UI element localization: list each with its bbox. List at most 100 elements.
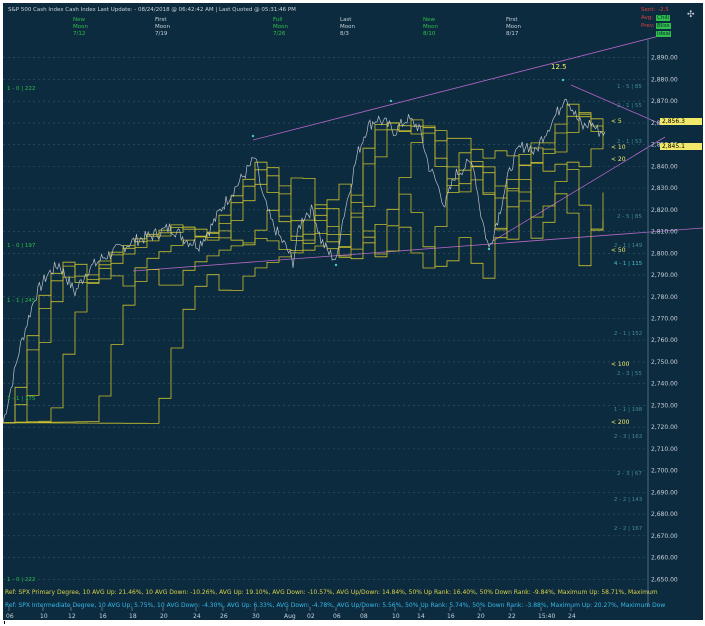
y-tick-label: 2,680.00	[651, 511, 678, 518]
fib-label-right: 2 - 1 | 149	[614, 243, 643, 249]
fib-label-right: 2 - 2 | 143	[614, 497, 643, 503]
price-series-line	[3, 98, 606, 423]
x-tick-label: Aug	[284, 613, 296, 620]
y-tick-label: 2,720.00	[651, 424, 678, 431]
moon-label-4: Moon	[340, 24, 355, 30]
x-tick-label: 02	[307, 613, 315, 620]
moon-phase-1: New	[73, 17, 85, 23]
fib-label-right: 1 - 5 | 85	[617, 84, 642, 90]
moon-label-5: Moon	[423, 24, 438, 30]
ideal-value: Ideal	[656, 31, 672, 37]
moon-phase-3: Full	[273, 17, 283, 23]
ma-label: < 200	[611, 419, 630, 426]
pivot-marker	[389, 99, 393, 103]
moon-phase-5: New	[423, 17, 435, 23]
y-tick-label: 2,750.00	[651, 359, 678, 366]
y-tick-label: 2,760.00	[651, 337, 678, 344]
y-tick-label: 2,650.00	[651, 576, 678, 583]
moon-date-3: 7/26	[273, 31, 286, 37]
y-tick-label: 2,790.00	[651, 272, 678, 279]
moon-date-1: 7/12	[73, 31, 86, 37]
second-price-tag: 2,845.1	[660, 143, 702, 150]
y-tick-label: 2,730.00	[651, 402, 678, 409]
moon-label-3: Moon	[273, 24, 288, 30]
ma-line	[3, 112, 604, 424]
prev-value: Bliss	[656, 23, 671, 29]
x-tick-label: 10	[40, 613, 48, 620]
ma-label: < 50	[611, 247, 626, 254]
x-tick-label: 06	[333, 613, 341, 620]
fib-label-left: 1 - 0 | 197	[7, 243, 36, 249]
fib-label-left: 1 - 0 | 222	[7, 577, 35, 583]
y-tick-label: 2,740.00	[651, 381, 678, 388]
x-tick-label: 20	[160, 613, 168, 620]
y-tick-label: 2,780.00	[651, 294, 678, 301]
x-tick-label: 08	[360, 613, 368, 620]
channel-lower-line	[132, 227, 703, 272]
footer-primary-degree: Ref: SPX Primary Degree, 10 AVG Up: 21.4…	[5, 589, 658, 596]
fib-label-left: 1 - 0 | 222	[7, 86, 35, 92]
fib-label-left: 1 - 1 | 245	[7, 298, 36, 304]
chart-title: S&P 500 Cash Index Cash Index Last Updat…	[8, 7, 296, 13]
ma-line	[3, 113, 604, 424]
x-tick-label: 16	[447, 613, 455, 620]
chart-panel: 12.5 1 - 5 | 85 2 - 1 | 55 2 - 1 | 53 2 - 5 …	[3, 3, 703, 620]
y-tick-label: 2,770.00	[651, 316, 678, 323]
fib-label-right: 2 - 3 | 55	[617, 371, 642, 377]
y-tick-label: 2,820.00	[651, 207, 678, 214]
x-tick-label: 15:40	[538, 613, 555, 620]
ma-label: < 20	[611, 156, 626, 163]
y-tick-label: 2,690.00	[651, 489, 678, 496]
pivot-marker	[487, 247, 491, 251]
x-tick-label: 06	[6, 613, 14, 620]
price-chart[interactable]: 12.5 1 - 5 | 85 2 - 1 | 55 2 - 1 | 53 2 - 5 …	[3, 3, 703, 620]
moon-label-6: Moon	[506, 24, 521, 30]
moon-date-4: 8/3	[340, 31, 349, 37]
pivot-marker	[251, 134, 255, 138]
moon-phase-4: Last	[340, 17, 352, 23]
sent-value: -2.5	[658, 7, 669, 13]
fib-label-right: 2 - 3 | 163	[614, 434, 643, 440]
fib-label-right: 2 - 1 | 55	[617, 103, 642, 109]
x-tick-label: 14	[417, 613, 425, 620]
x-tick-label: 30	[252, 613, 260, 620]
moon-date-6: 8/17	[506, 31, 519, 37]
ma-line	[3, 132, 604, 424]
axis-layer: 2,650.00 2,660.00 2,670.00 2,680.00 2,690.00…	[6, 38, 678, 620]
moon-label-1: Moon	[73, 24, 88, 30]
sent-label: Sent:	[641, 7, 656, 13]
prev-label: Prev:	[641, 23, 655, 29]
x-tick-label: 20	[477, 613, 485, 620]
y-tick-label: 2,890.00	[651, 55, 678, 62]
x-tick-label: 18	[129, 613, 137, 620]
ma-label: < 5	[611, 118, 622, 125]
current-price-tag: 2,856.3	[660, 118, 702, 125]
y-tick-label: 2,870.00	[651, 98, 678, 105]
ma-label: < 10	[611, 144, 626, 151]
y-tick-label: 2,700.00	[651, 468, 678, 475]
y-tick-label: 2,710.00	[651, 446, 678, 453]
fib-label-right: 1 - 1 | 198	[614, 407, 643, 413]
wave-label: 12.5	[551, 63, 567, 71]
x-tick-label: 16	[99, 613, 107, 620]
avg-value: Chill	[656, 15, 670, 21]
pivot-marker	[561, 78, 565, 82]
avg-label: Avg:	[641, 15, 654, 21]
y-tick-label: 2,810.00	[651, 229, 678, 236]
footer-intermediate-degree: Ref: SPX Intermediate Degree, 10 AVG Up:…	[5, 602, 666, 609]
x-tick-label: 10	[392, 613, 400, 620]
moon-date-2: 7/19	[155, 31, 168, 37]
moon-phase-6: First	[506, 17, 518, 23]
ma-label: < 100	[611, 361, 630, 368]
fib-label-right: 2 - 3 | 67	[617, 471, 642, 477]
y-tick-label: 2,880.00	[651, 76, 678, 83]
settings-icon[interactable]: ✣	[687, 10, 695, 20]
x-tick-label: 22	[508, 613, 516, 620]
x-tick-label: 24	[568, 613, 576, 620]
fib-label-left: 1 - 1 | 175	[7, 396, 36, 402]
x-tick-label: 24	[193, 613, 201, 620]
price-layer	[3, 98, 606, 423]
ma-line	[3, 161, 604, 424]
y-tick-label: 2,800.00	[651, 250, 678, 257]
